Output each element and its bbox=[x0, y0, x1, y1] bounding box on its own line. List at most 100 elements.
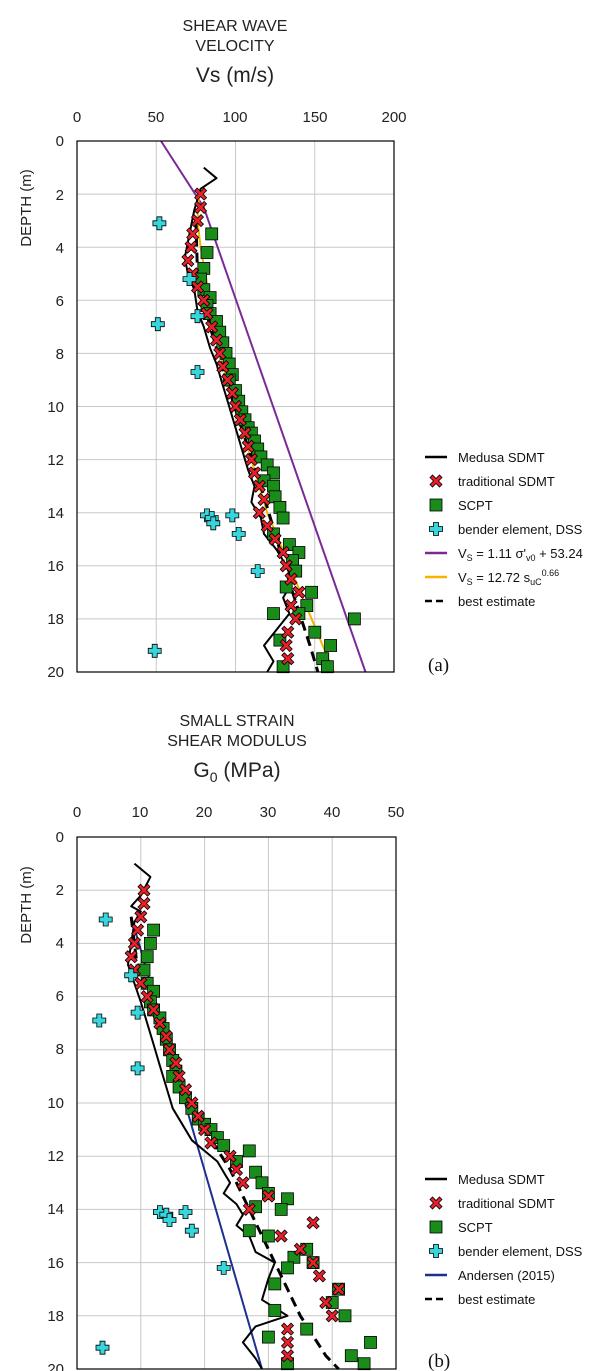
panel-b-trad-point-29 bbox=[312, 1269, 326, 1283]
panel-a-legend-scpt: SCPT bbox=[458, 498, 493, 513]
panel-a-y-tick-10: 10 bbox=[47, 399, 64, 416]
panel-b-scpt-point-42 bbox=[300, 1322, 314, 1336]
panel-b-bender-point-6 bbox=[178, 1205, 193, 1220]
panel-b-x-tick-20: 20 bbox=[196, 804, 213, 821]
panel-b-y-tick-12: 12 bbox=[47, 1148, 64, 1165]
panel-b-x-tick-10: 10 bbox=[132, 804, 149, 821]
panel-a-legend-swatch-scpt bbox=[429, 498, 443, 512]
panel-b-trad-point-25 bbox=[306, 1216, 320, 1230]
panel-a-x-tick-0: 0 bbox=[73, 109, 81, 126]
panel-b-title-line-1: SMALL STRAIN bbox=[180, 713, 295, 730]
panel-b-trad-point-22 bbox=[236, 1176, 250, 1190]
panel-a-legend-fit1: VS = 1.11 σ'v0 + 53.24 bbox=[458, 546, 583, 563]
panel-a-legend: Medusa SDMT traditional SDMT SCPT bender… bbox=[425, 450, 583, 609]
panel-b-scpt-point-22 bbox=[217, 1139, 231, 1152]
panel-a-scpt-point-37 bbox=[305, 585, 319, 599]
panel-b-y-tick-4: 4 bbox=[56, 935, 64, 952]
panel-a-x-axis-label: Vs (m/s) bbox=[196, 64, 274, 87]
panel-b-y-tick-14: 14 bbox=[47, 1201, 64, 1218]
panel-a-y-tick-12: 12 bbox=[47, 452, 64, 469]
panel-b-legend-medusa: Medusa SDMT bbox=[458, 1172, 545, 1187]
panel-b-scpt-point-28 bbox=[281, 1192, 294, 1206]
panel-a-y-tick-8: 8 bbox=[56, 346, 64, 363]
panel-a-y-tick-14: 14 bbox=[47, 505, 64, 522]
panel-a-frame bbox=[76, 140, 395, 673]
panel-b-legend-bender: bender element, DSS bbox=[458, 1244, 583, 1259]
panel-b-title-line-2: SHEAR MODULUS bbox=[167, 733, 307, 750]
panel-b-scpt-point-31 bbox=[242, 1224, 256, 1238]
panel-a-scpt-point-0 bbox=[205, 227, 219, 241]
panel-b-legend: Medusa SDMT traditional SDMT SCPT bender… bbox=[425, 1172, 583, 1307]
panel-b-trad-point-34 bbox=[281, 1335, 294, 1349]
panel-a-x-tick-100: 100 bbox=[222, 109, 247, 126]
panel-b-legend-swatch-bender bbox=[429, 1244, 443, 1258]
panel-a-bender-point-3 bbox=[150, 317, 165, 332]
panel-a-bender-point-9 bbox=[231, 526, 246, 541]
panel-b-scpt-point-26 bbox=[255, 1176, 269, 1190]
panel-b-bender-point-4 bbox=[130, 1061, 145, 1076]
panel-a-scpt-point-1 bbox=[200, 246, 214, 259]
panel-b-bender-point-9 bbox=[184, 1223, 199, 1238]
panel-b-y-tick-18: 18 bbox=[47, 1308, 64, 1325]
panel-a-bender-point-10 bbox=[250, 564, 265, 579]
panel-a-legend-trad: traditional SDMT bbox=[458, 474, 555, 489]
panel-b-legend-trad: traditional SDMT bbox=[458, 1196, 555, 1211]
panel-b-y-tick-20: 20 bbox=[47, 1361, 64, 1371]
panel-b-x-tick-50: 50 bbox=[388, 804, 405, 821]
panel-a-y-tick-2: 2 bbox=[56, 187, 64, 204]
panel-b-legend-swatch-scpt bbox=[429, 1220, 443, 1234]
panel-a-legend-swatch-trad bbox=[429, 474, 443, 488]
panel-b-frame bbox=[76, 836, 397, 1370]
panel-a-legend-swatch-bender bbox=[429, 522, 443, 536]
panel-a-scpt-point-44 bbox=[324, 639, 338, 652]
panel-a-bender-point-4 bbox=[190, 365, 205, 379]
panel-b-trad-point-33 bbox=[281, 1322, 294, 1336]
panel-a-scpt-point-47 bbox=[320, 660, 334, 674]
panel-b-x-axis-label: G0 (MPa) bbox=[193, 759, 280, 785]
panel-a-trad-point-5 bbox=[181, 254, 195, 267]
panel-a-x-tick-50: 50 bbox=[148, 109, 165, 126]
panel-b-scpt-point-32 bbox=[261, 1229, 275, 1243]
panel-a: SHEAR WAVE VELOCITY Vs (m/s) DEPTH (m) 0… bbox=[18, 18, 583, 681]
panel-a-bender-point-6 bbox=[225, 508, 240, 523]
panel-a-title-line-2: VELOCITY bbox=[195, 38, 274, 55]
panel-b-x-tick-40: 40 bbox=[324, 804, 341, 821]
panel-b-scpt-point-43 bbox=[261, 1330, 275, 1344]
panel-b-scpt-point-41 bbox=[338, 1309, 352, 1323]
panel-b: SMALL STRAIN SHEAR MODULUS G0 (MPa) DEPT… bbox=[18, 713, 583, 1371]
panel-b-scpt-point-3 bbox=[137, 963, 151, 977]
panel-b-trad-point-26 bbox=[274, 1229, 288, 1243]
panel-a-legend-fit2: VS = 12.72 suC0.66 bbox=[458, 568, 559, 587]
panel-a-y-tick-6: 6 bbox=[56, 293, 64, 310]
panel-a-y-tick-0: 0 bbox=[56, 133, 64, 150]
panel-b-scpt-point-45 bbox=[344, 1349, 358, 1363]
panel-a-scpt-point-40 bbox=[347, 612, 361, 626]
panel-b-scpt-point-25 bbox=[249, 1165, 263, 1179]
panel-b-best-line bbox=[129, 916, 340, 1371]
panel-a-y-tick-20: 20 bbox=[47, 664, 64, 681]
panel-a-scpt-point-25 bbox=[267, 466, 280, 480]
panel-b-scpt-point-40 bbox=[268, 1304, 282, 1317]
panel-b-scpt-point-1 bbox=[143, 937, 157, 950]
panel-a-legend-bender: bender element, DSS bbox=[458, 522, 583, 537]
panel-b-scpt-point-30 bbox=[274, 1203, 288, 1216]
panel-b-scpt-point-44 bbox=[364, 1336, 377, 1349]
panel-b-bender-point-11 bbox=[95, 1340, 110, 1355]
panel-b-trad-point-1 bbox=[137, 897, 151, 910]
panel-a-scpt-point-41 bbox=[267, 607, 280, 620]
panel-a-scpt-point-2 bbox=[197, 261, 211, 275]
panel-a-plot bbox=[147, 140, 367, 674]
panel-b-y-tick-10: 10 bbox=[47, 1095, 64, 1112]
panel-a-fit1-line bbox=[160, 140, 367, 673]
panel-a-legend-medusa: Medusa SDMT bbox=[458, 450, 545, 465]
panel-b-bender-point-3 bbox=[92, 1013, 107, 1028]
panel-a-title-line-1: SHEAR WAVE bbox=[183, 18, 288, 35]
panel-b-legend-swatch-trad bbox=[429, 1196, 443, 1210]
panel-b-scpt-point-37 bbox=[268, 1277, 282, 1291]
panel-b-grid bbox=[76, 836, 397, 1370]
panel-b-legend-andersen: Andersen (2015) bbox=[458, 1268, 555, 1283]
panel-a-y-axis-label: DEPTH (m) bbox=[18, 169, 35, 247]
panel-a-label: (a) bbox=[428, 655, 449, 676]
panel-a-bender-point-11 bbox=[147, 643, 162, 658]
